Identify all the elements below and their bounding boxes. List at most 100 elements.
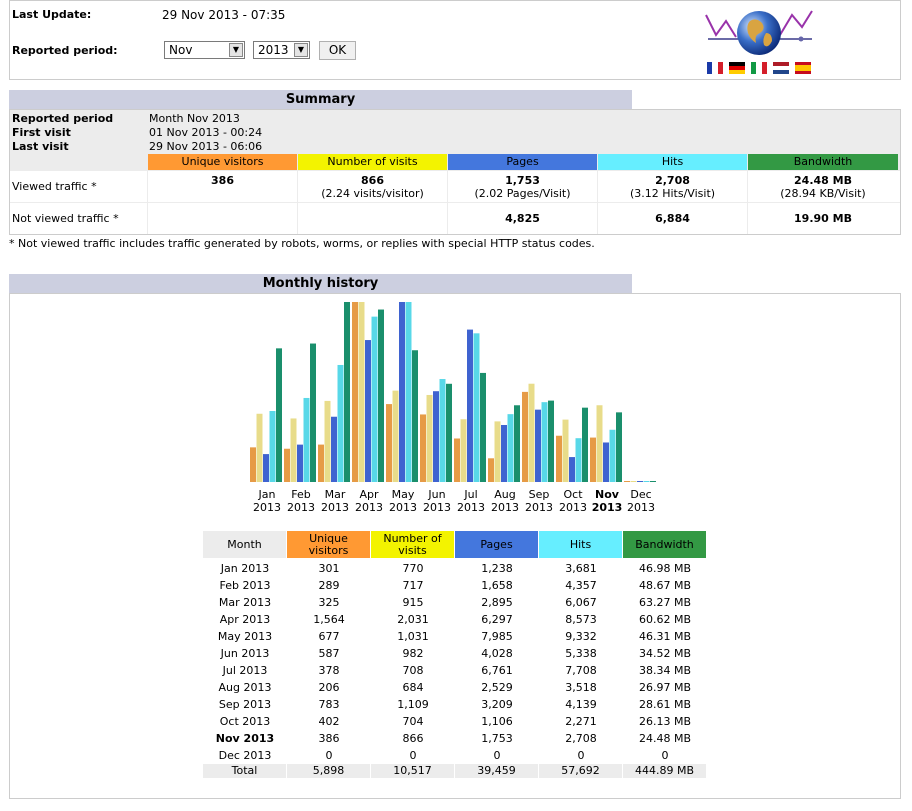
table-cell: 982 — [402, 647, 424, 660]
x-tick-month-apr: Apr — [359, 488, 379, 501]
total-cell: 5,898 — [287, 764, 370, 778]
table-cell: 2,529 — [481, 681, 513, 694]
flag-it-icon[interactable] — [751, 62, 767, 74]
first-visit-value: 01 Nov 2013 - 00:24 — [149, 126, 263, 139]
table-cell: 3,209 — [481, 698, 513, 711]
x-tick-year-aug: 2013 — [491, 501, 519, 514]
table-cell: 206 — [318, 681, 340, 694]
table-row-month: Jul 2013 — [222, 664, 268, 677]
table-cell: 0 — [325, 749, 333, 762]
x-tick-month-jul: Jul — [463, 488, 477, 501]
table-cell: 3,681 — [565, 562, 597, 575]
x-tick-month-dec: Dec — [630, 488, 651, 501]
bar-hits-apr — [371, 316, 378, 482]
table-cell: 5,338 — [565, 647, 597, 660]
ok-button[interactable]: OK — [319, 41, 356, 60]
bar-pages-jun — [433, 391, 439, 482]
total-label: Total — [203, 764, 286, 778]
viewed-traffic-label: Viewed traffic * — [12, 180, 97, 193]
chevron-down-icon: ▼ — [229, 43, 243, 57]
month-select-value: Nov — [169, 43, 193, 57]
bar-pages-oct — [569, 457, 575, 482]
bar-bandwidth-mar — [344, 302, 350, 482]
bar-hits-sep — [541, 402, 548, 482]
viewed-visitors: 386 — [211, 174, 234, 187]
x-tick-month-sep: Sep — [529, 488, 550, 501]
table-cell: 289 — [318, 579, 340, 592]
bar-pages-jan — [263, 454, 269, 482]
th-unique-visitors: Unique visitors — [287, 531, 370, 558]
bar-unique-visitors-aug — [488, 458, 494, 482]
table-cell: 2,031 — [397, 613, 429, 626]
table-cell: 301 — [318, 562, 340, 575]
reported-period-label: Reported period: — [12, 44, 118, 57]
bar-number-of-visits-oct — [562, 419, 569, 482]
table-cell: 783 — [318, 698, 340, 711]
table-cell: 1,109 — [397, 698, 429, 711]
reported-period-row-label: Reported period — [12, 112, 114, 125]
bar-hits-mar — [337, 364, 344, 482]
monthly-history-title: Monthly history — [9, 274, 632, 294]
table-cell: 684 — [402, 681, 424, 694]
table-cell: 6,761 — [481, 664, 513, 677]
first-visit-label: First visit — [12, 126, 71, 139]
flag-fr-icon[interactable] — [707, 62, 723, 74]
table-cell: 402 — [318, 715, 340, 728]
flag-de-icon[interactable] — [729, 62, 745, 74]
table-cell: 677 — [318, 630, 340, 643]
table-cell: 1,658 — [481, 579, 513, 592]
table-row-month: Aug 2013 — [218, 681, 272, 694]
last-update-label: Last Update: — [12, 8, 92, 21]
bar-bandwidth-jun — [446, 383, 452, 482]
year-select-value: 2013 — [258, 43, 289, 57]
bar-unique-visitors-sep — [522, 391, 528, 482]
bar-pages-dec — [637, 481, 643, 482]
table-cell: 48.67 MB — [638, 579, 692, 592]
bar-bandwidth-dec — [650, 481, 656, 482]
bar-bandwidth-aug — [514, 405, 520, 482]
bar-bandwidth-oct — [582, 407, 588, 482]
bar-bandwidth-jan — [276, 348, 282, 482]
bar-unique-visitors-jun — [420, 414, 426, 482]
x-tick-year-may: 2013 — [389, 501, 417, 514]
bar-pages-nov — [603, 442, 609, 482]
table-row-month: Nov 2013 — [215, 732, 275, 745]
bar-unique-visitors-nov — [590, 437, 596, 482]
bar-hits-oct — [575, 438, 582, 482]
table-cell: 34.52 MB — [638, 647, 692, 660]
bar-number-of-visits-apr — [358, 302, 365, 482]
table-row-month: Dec 2013 — [218, 749, 272, 762]
bar-hits-jan — [269, 410, 276, 482]
bar-unique-visitors-dec — [624, 481, 630, 482]
year-select[interactable]: 2013 ▼ — [253, 41, 310, 59]
monthly-history-panel: Jan 2013 Feb 2013 Mar 2013 Apr 2013 May 2013 Jun 20… — [9, 293, 901, 799]
bar-pages-jul — [467, 329, 473, 482]
bar-number-of-visits-jan — [256, 413, 263, 482]
table-cell: 386 — [318, 732, 340, 745]
table-cell: 770 — [402, 562, 424, 575]
table-cell: 63.27 MB — [638, 596, 692, 609]
x-tick-year-sep: 2013 — [525, 501, 553, 514]
bar-unique-visitors-feb — [284, 448, 290, 482]
table-cell: 704 — [402, 715, 424, 728]
table-cell: 915 — [402, 596, 424, 609]
table-cell: 1,031 — [397, 630, 429, 643]
col-pages: Pages — [448, 154, 597, 170]
bar-pages-may — [399, 302, 405, 482]
month-select[interactable]: Nov ▼ — [164, 41, 245, 59]
flag-nl-icon[interactable] — [773, 62, 789, 74]
bar-hits-jul — [473, 333, 480, 482]
table-cell: 6,297 — [481, 613, 513, 626]
bar-bandwidth-apr — [378, 309, 384, 482]
bar-hits-feb — [303, 397, 310, 482]
th-month: Month — [203, 531, 286, 558]
table-cell: 2,708 — [565, 732, 597, 745]
table-cell: 7,708 — [565, 664, 597, 677]
last-visit-value: 29 Nov 2013 - 06:06 — [149, 140, 263, 153]
last-visit-label: Last visit — [12, 140, 69, 153]
not-viewed-pages: 4,825 — [505, 212, 540, 225]
table-cell: 8,573 — [565, 613, 597, 626]
flag-es-icon[interactable] — [795, 62, 811, 74]
awstats-logo — [705, 10, 813, 55]
table-row-month: Mar 2013 — [218, 596, 272, 609]
